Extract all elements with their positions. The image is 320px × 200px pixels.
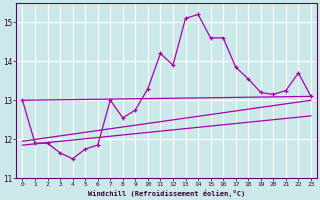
- X-axis label: Windchill (Refroidissement éolien,°C): Windchill (Refroidissement éolien,°C): [88, 190, 245, 197]
